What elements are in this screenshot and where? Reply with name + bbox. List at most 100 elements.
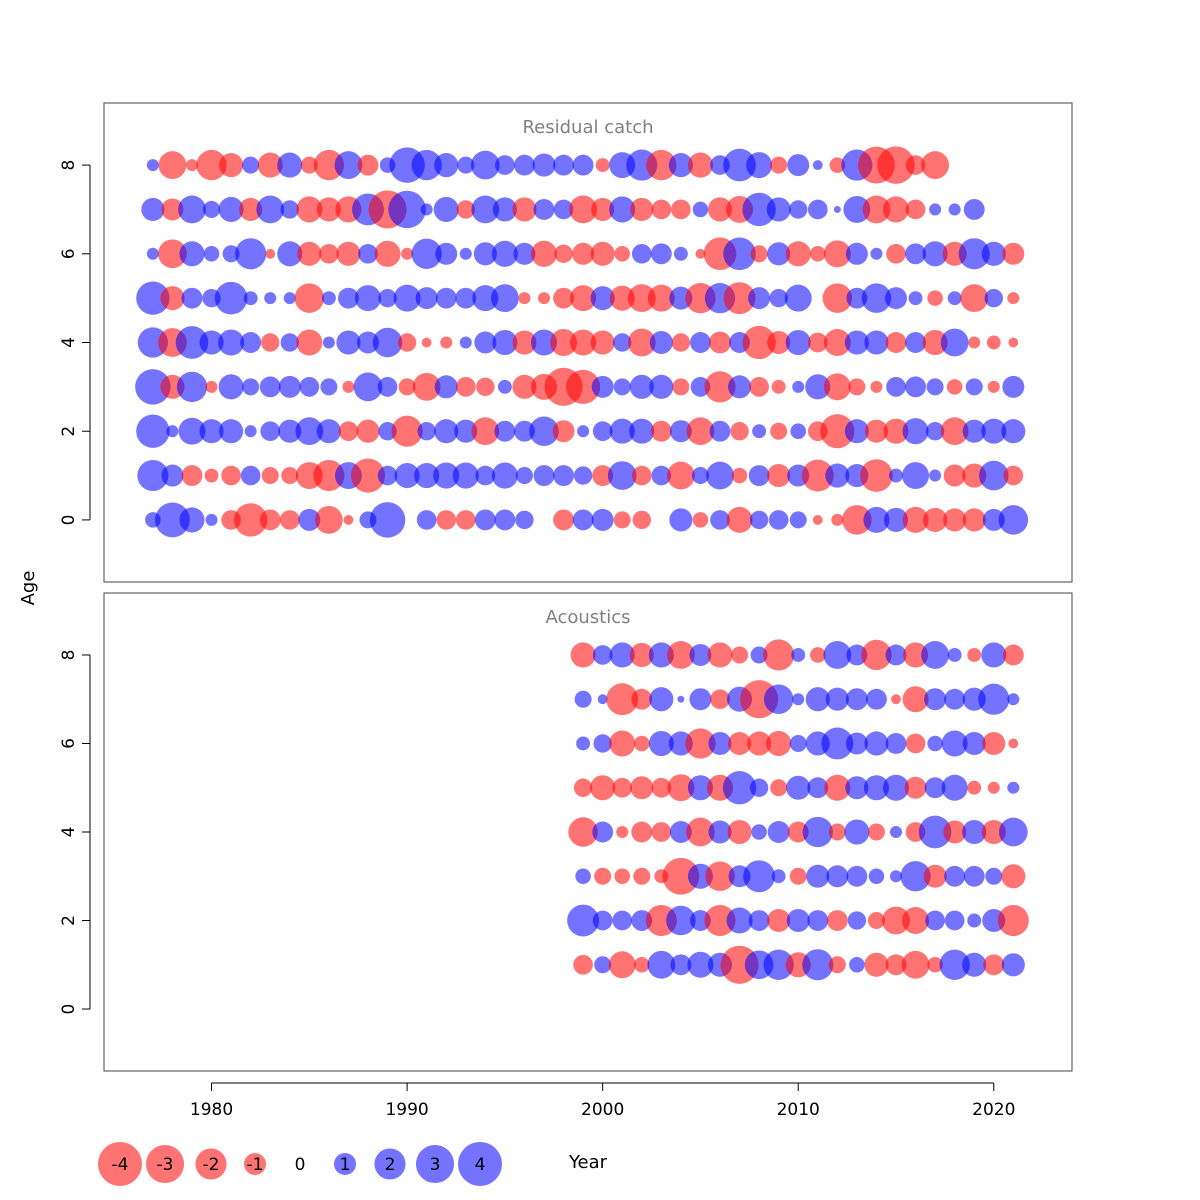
residual-bubble — [823, 240, 851, 268]
residual-bubble — [982, 508, 1005, 531]
residual-bubble — [709, 420, 731, 442]
residual-bubble — [434, 419, 459, 444]
residual-bubble — [651, 822, 672, 842]
residual-bubble — [631, 821, 653, 843]
residual-bubble — [199, 330, 224, 355]
residual-bubble — [687, 775, 713, 801]
residual-bubble — [280, 333, 299, 352]
residual-bubble — [749, 377, 769, 397]
residual-bubble — [687, 951, 714, 978]
residual-bubble — [784, 284, 812, 312]
residual-bubble — [459, 336, 472, 349]
residual-bubble — [806, 864, 830, 888]
residual-bubble — [570, 329, 597, 356]
residual-bubble — [727, 819, 752, 845]
residual-bubble — [669, 420, 692, 443]
residual-bubble — [137, 459, 169, 492]
residual-bubble — [594, 956, 612, 974]
residual-bubble — [940, 328, 969, 357]
residual-bubble — [533, 465, 555, 486]
residual-bubble — [515, 467, 533, 485]
residual-bubble — [356, 419, 380, 443]
residual-bubble — [265, 248, 276, 259]
residual-bubble — [743, 860, 776, 893]
residual-bubble — [802, 949, 834, 981]
y-tick-label: 2 — [59, 426, 79, 437]
legend-label: -1 — [247, 1155, 264, 1175]
residual-bubble — [790, 423, 807, 439]
residual-bubble — [849, 956, 865, 973]
residual-bubble — [943, 464, 966, 487]
residual-bubble — [434, 375, 458, 399]
residual-bubble — [630, 776, 654, 800]
residual-bubble — [572, 242, 595, 265]
residual-bubble — [244, 425, 257, 438]
residual-bubble — [770, 156, 788, 174]
residual-bubble — [632, 510, 651, 530]
residual-bubble — [357, 154, 379, 176]
residual-bubble — [925, 422, 945, 441]
x-tick-label: 2020 — [972, 1100, 1015, 1120]
residual-bubble — [166, 425, 179, 438]
residual-bubble — [214, 281, 248, 315]
residual-bubble — [176, 371, 208, 403]
x-axis: 1980 1990 2000 2010 2020 — [190, 1082, 1015, 1120]
x-tick-label: 1980 — [190, 1100, 233, 1120]
residual-bubble — [455, 510, 476, 530]
residual-bubble — [421, 337, 432, 348]
residual-bubble — [786, 775, 811, 800]
residual-bubble — [870, 247, 883, 260]
residual-bubble — [883, 507, 909, 532]
residual-bubble — [829, 157, 846, 173]
residual-bubble — [882, 906, 910, 935]
residual-bubble — [553, 509, 574, 531]
residual-bubble — [316, 419, 341, 444]
residual-bubble — [867, 911, 885, 930]
x-axis-title: Year — [568, 1152, 608, 1173]
residual-bubble — [612, 910, 633, 931]
residual-bubble — [320, 378, 338, 396]
residual-bubble — [235, 238, 267, 270]
residual-bubble — [196, 149, 227, 181]
residual-bubble — [459, 247, 472, 260]
residual-bubble — [709, 331, 731, 354]
residual-bubble — [962, 819, 987, 845]
residual-bubble — [845, 688, 868, 711]
residual-bubble — [433, 196, 459, 222]
y-tick-label: 0 — [59, 1004, 79, 1015]
residual-bubble — [1003, 465, 1024, 486]
residual-bubble — [336, 241, 361, 266]
residual-bubble — [475, 465, 496, 486]
residual-bubble — [962, 508, 986, 532]
residual-bubble — [609, 642, 635, 668]
residual-bubble — [514, 154, 535, 176]
residual-bubble — [963, 865, 985, 887]
residual-bubble — [490, 284, 519, 313]
residual-bubble — [925, 910, 945, 931]
residual-bubble — [136, 281, 170, 315]
residual-bubble — [987, 380, 1000, 393]
y-axis: 0 2 4 6 8 — [59, 160, 91, 525]
residual-bubble — [860, 459, 893, 492]
residual-bubble — [692, 201, 709, 218]
residual-bubble — [723, 282, 756, 315]
residual-bubble — [354, 285, 382, 312]
residual-bubble — [204, 468, 219, 483]
residual-bubble — [695, 248, 706, 259]
residual-bubble — [1007, 693, 1020, 706]
residual-bubble — [789, 867, 807, 885]
residual-bubble — [825, 687, 849, 711]
residual-bubble — [609, 730, 636, 757]
panel-frame — [103, 102, 1073, 583]
panel-title: Acoustics — [545, 607, 630, 628]
residual-bubble — [987, 781, 1000, 794]
residual-bubble — [979, 460, 1009, 491]
residual-bubble — [219, 153, 244, 178]
residual-bubble — [908, 291, 923, 306]
residual-bubble — [845, 732, 868, 755]
legend-bubble — [145, 1144, 185, 1184]
residual-bubble — [708, 731, 732, 756]
residual-bubble — [766, 730, 792, 757]
residual-bubble — [986, 335, 1001, 350]
residual-bubble — [574, 690, 592, 708]
